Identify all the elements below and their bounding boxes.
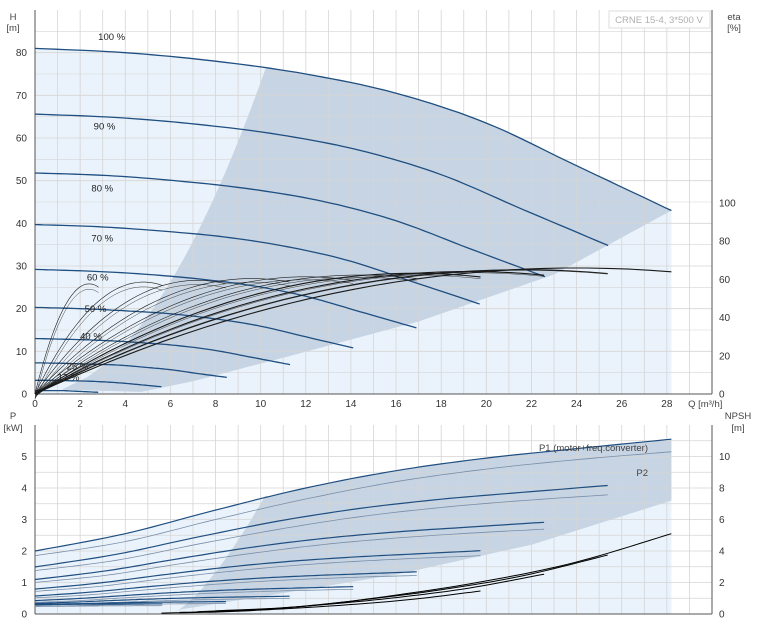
npsh-tick-label: 0 xyxy=(719,610,725,621)
eta-tick-label: 20 xyxy=(719,351,731,362)
x-tick-label: 4 xyxy=(122,399,128,410)
eta-tick-label: 0 xyxy=(719,390,725,401)
x-tick-label: 28 xyxy=(661,399,673,410)
power-tick-label: 4 xyxy=(21,484,27,495)
eta-tick-label: 100 xyxy=(719,199,736,210)
x-tick-label: 0 xyxy=(32,399,38,410)
speed-label: 50 % xyxy=(85,304,107,315)
npsh-axis-title: NPSH xyxy=(725,411,752,422)
eta-tick-label: 40 xyxy=(719,313,731,324)
x-tick-label: 26 xyxy=(616,399,628,410)
eta-tick-label: 60 xyxy=(719,275,731,286)
eta-axis-title: eta xyxy=(727,12,741,23)
model-label-text: CRNE 15-4, 3*500 V xyxy=(615,15,703,26)
p1-annotation: P1 (motor+freq.converter) xyxy=(539,443,648,454)
npsh-tick-label: 4 xyxy=(719,547,725,558)
x-tick-label: 22 xyxy=(526,399,538,410)
speed-label: 80 % xyxy=(91,183,113,194)
power-tick-label: 5 xyxy=(21,452,27,463)
y-tick-label: 80 xyxy=(16,48,28,59)
x-tick-label: 10 xyxy=(255,399,267,410)
npsh-axis-unit: [m] xyxy=(731,423,744,434)
head-axis-title: H xyxy=(10,12,17,23)
x-tick-label: 16 xyxy=(391,399,403,410)
y-tick-label: 10 xyxy=(16,347,28,358)
y-tick-label: 40 xyxy=(16,219,28,230)
power-tick-label: 1 xyxy=(21,578,27,589)
speed-label: 25 % xyxy=(67,361,89,372)
npsh-tick-label: 6 xyxy=(719,515,725,526)
power-y-ticks: 0 1 2 3 4 5 xyxy=(21,452,27,621)
eta-axis-unit: [%] xyxy=(727,23,741,34)
y-tick-label: 30 xyxy=(16,262,28,273)
npsh-tick-label: 10 xyxy=(719,452,731,463)
speed-label: 60 % xyxy=(87,273,109,284)
speed-label: 17 % xyxy=(58,372,80,383)
y-tick-label: 60 xyxy=(16,134,28,145)
x-axis-label: Q [m³/h] xyxy=(688,399,722,410)
npsh-y-ticks: 0 2 4 6 8 10 xyxy=(719,452,731,621)
power-axis-unit: [kW] xyxy=(4,423,23,434)
x-tick-label: 14 xyxy=(345,399,357,410)
y-tick-label: 0 xyxy=(21,390,27,401)
power-tick-label: 2 xyxy=(21,547,27,558)
y-tick-label: 20 xyxy=(16,304,28,315)
speed-label: 100 % xyxy=(98,32,125,43)
speed-label: 40 % xyxy=(80,331,102,342)
x-tick-label: 24 xyxy=(571,399,583,410)
speed-label: 70 % xyxy=(91,234,113,245)
speed-label: 90 % xyxy=(94,121,116,132)
power-axis-title: P xyxy=(10,411,16,422)
y-tick-label: 70 xyxy=(16,91,28,102)
p2-annotation: P2 xyxy=(636,468,648,479)
npsh-tick-label: 8 xyxy=(719,484,725,495)
y-tick-label: 50 xyxy=(16,176,28,187)
x-tick-label: 20 xyxy=(481,399,493,410)
power-tick-label: 0 xyxy=(21,610,27,621)
power-tick-label: 3 xyxy=(21,515,27,526)
x-tick-label: 8 xyxy=(213,399,219,410)
x-tick-label: 6 xyxy=(168,399,174,410)
head-axis-unit: [m] xyxy=(6,23,19,34)
head-y-ticks: 0 10 20 30 40 50 60 70 80 xyxy=(16,48,28,400)
npsh-tick-label: 2 xyxy=(719,578,725,589)
model-label: CRNE 15-4, 3*500 V xyxy=(609,11,710,28)
eta-y-ticks: 0 20 40 60 80 100 xyxy=(719,199,736,401)
x-tick-label: 18 xyxy=(436,399,448,410)
eta-tick-label: 80 xyxy=(719,237,731,248)
x-tick-label: 2 xyxy=(77,399,83,410)
x-tick-label: 12 xyxy=(300,399,312,410)
